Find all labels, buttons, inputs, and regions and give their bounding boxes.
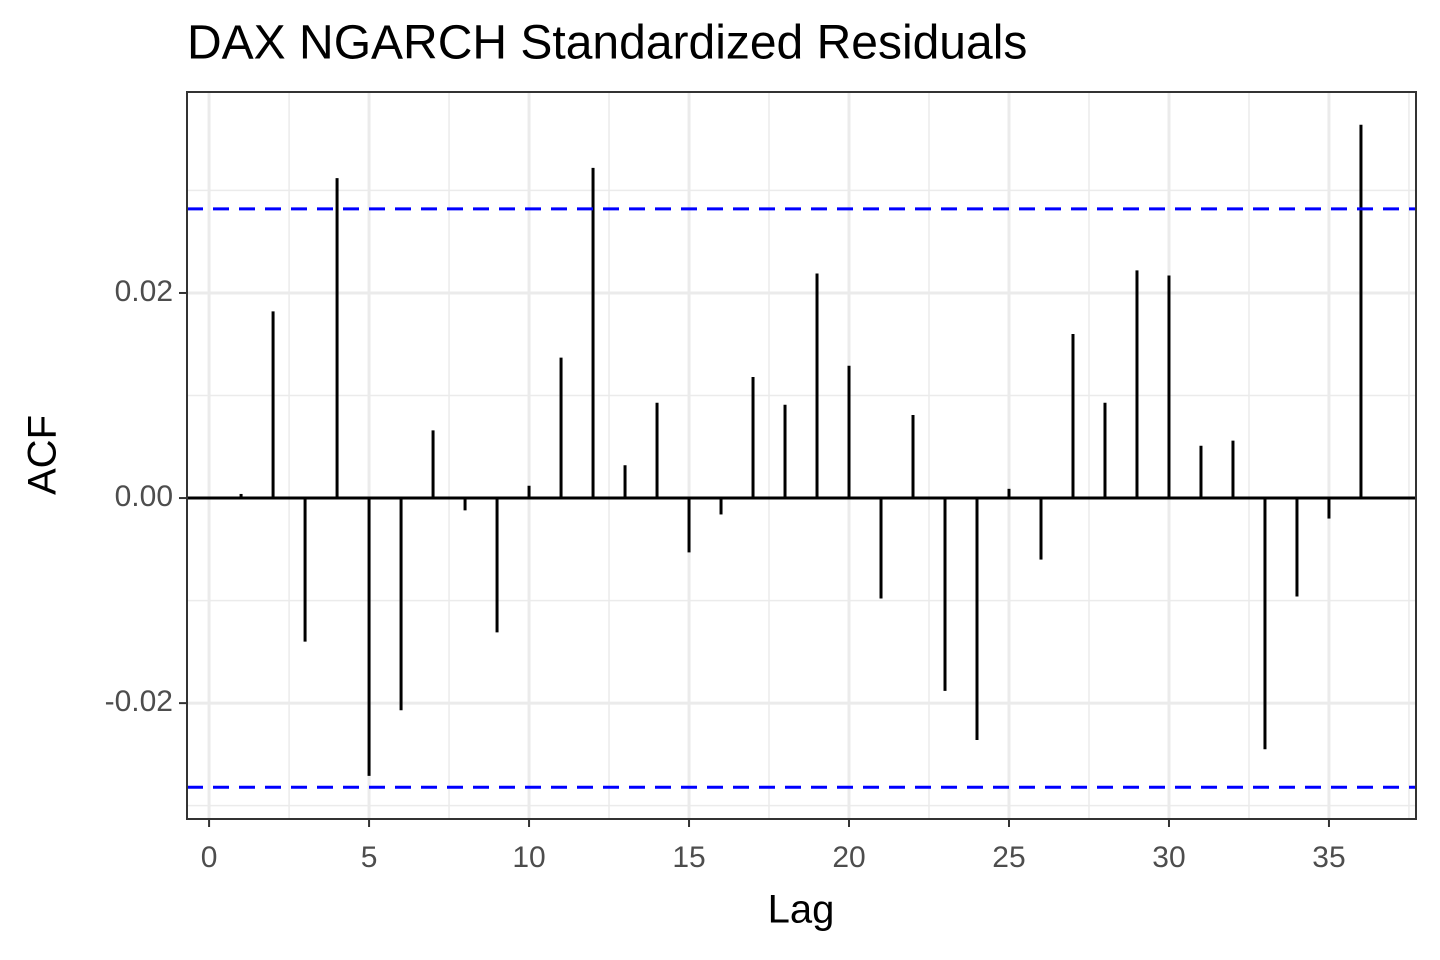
x-tick-label: 0: [201, 841, 218, 874]
chart-title: DAX NGARCH Standardized Residuals: [187, 17, 1027, 70]
y-tick-label: 0.00: [115, 480, 173, 513]
y-tick-label: -0.02: [105, 685, 173, 718]
x-tick-label: 35: [1312, 841, 1345, 874]
x-tick-label: 5: [361, 841, 378, 874]
x-tick-label: 25: [992, 841, 1025, 874]
x-tick-label: 10: [512, 841, 545, 874]
y-axis-label: ACF: [21, 415, 65, 495]
x-tick-label: 30: [1152, 841, 1185, 874]
y-tick-label: 0.02: [115, 275, 173, 308]
x-axis-label: Lag: [768, 888, 835, 932]
x-tick-label: 20: [832, 841, 865, 874]
x-tick-label: 15: [672, 841, 705, 874]
panel-border: [186, 91, 1417, 820]
